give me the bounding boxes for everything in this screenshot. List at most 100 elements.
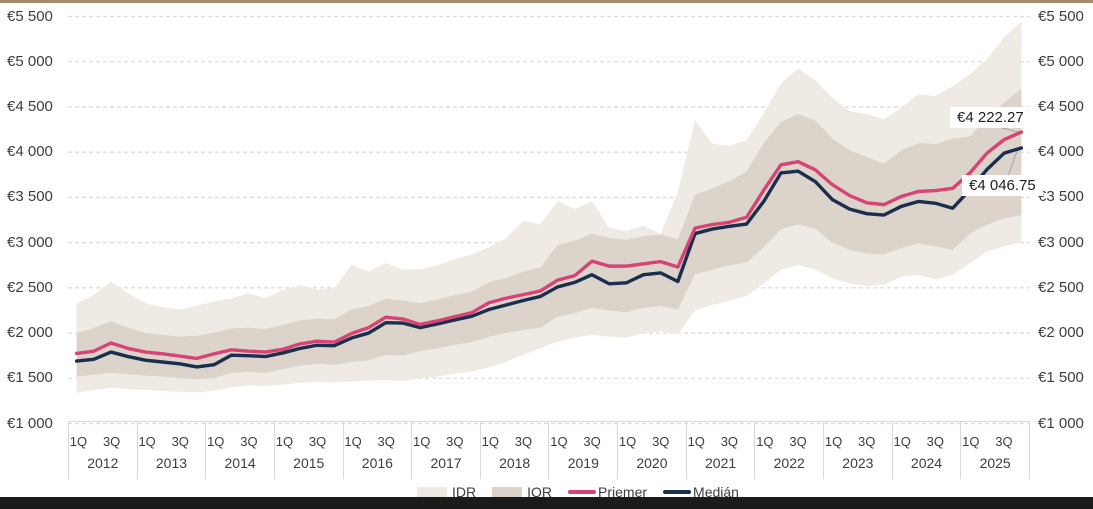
- x-axis-year-cell: 1Q 3Q 2017: [412, 422, 481, 479]
- top-border-line: [0, 0, 1093, 3]
- y-axis-tick-left: €2 000: [7, 324, 53, 342]
- idr-band: [76, 21, 1022, 393]
- data-label-median: €4 046.75: [962, 175, 1043, 196]
- x-axis-quarter-label: 1Q: [962, 434, 980, 449]
- x-axis-year-label: 2017: [430, 455, 462, 471]
- x-axis-year-cell: 1Q 3Q 2013: [138, 422, 207, 479]
- y-axis-tick-left: €4 500: [7, 97, 53, 115]
- x-axis-quarter-label: 1Q: [207, 434, 225, 449]
- x-axis-quarter-label: 3Q: [308, 434, 327, 449]
- x-axis-quarter-label: 3Q: [583, 434, 601, 449]
- x-axis-year-label: 2014: [224, 455, 256, 471]
- legend-label-idr: IDR: [452, 484, 477, 500]
- x-axis-quarter-label: 3Q: [377, 434, 395, 449]
- x-axis-quarter-label: 1Q: [344, 434, 362, 449]
- x-axis-quarter-label: 3Q: [720, 434, 739, 449]
- x-axis-year-cell: 1Q 3Q 2020: [618, 422, 687, 479]
- median-line: [74, 146, 1024, 369]
- x-axis-year-cell: 1Q 3Q 2024: [893, 422, 962, 479]
- chart-legend: IDR IQR Priemer Medián: [417, 484, 755, 500]
- x-axis-year-label: 2019: [567, 455, 599, 471]
- x-axis-year-label: 2021: [705, 455, 737, 471]
- y-axis-tick-right: €3 000: [1038, 233, 1084, 251]
- x-axis-year-label: 2024: [910, 455, 943, 471]
- legend-label-median: Medián: [693, 484, 739, 500]
- x-axis-year-label: 2025: [979, 455, 1011, 471]
- x-axis-year-cell: 1Q 3Q 2012: [68, 422, 138, 479]
- priemer-line: [74, 130, 1024, 361]
- legend-label-iqr: IQR: [527, 484, 553, 500]
- x-axis-year-label: 2013: [155, 455, 188, 471]
- x-axis-quarter-label: 1Q: [413, 434, 431, 449]
- x-axis-quarter-label: 1Q: [275, 434, 294, 449]
- x-axis-quarter-label: 1Q: [550, 434, 568, 449]
- legend-label-priemer: Priemer: [598, 484, 648, 500]
- y-axis-tick-left: €5 000: [7, 52, 53, 70]
- y-axis-tick-left: €3 500: [7, 188, 53, 206]
- x-axis-year-label: 2018: [499, 455, 531, 471]
- y-axis-tick-left: €2 500: [7, 278, 53, 296]
- x-axis-year-cell: 1Q 3Q 2015: [275, 422, 344, 479]
- bottom-bar: [0, 497, 1093, 509]
- x-axis-year-label: 2015: [293, 455, 325, 471]
- y-axis-tick-right: €2 500: [1038, 278, 1084, 296]
- legend-item-median: Medián: [663, 484, 739, 500]
- y-axis-tick-right: €3 500: [1038, 188, 1084, 206]
- x-axis-quarter-label: 1Q: [481, 434, 499, 449]
- x-axis: 1Q 3Q 2012 1Q 3Q 2013 1Q 3Q 2014 1Q 3Q 2015 1Q 3Q 2016…: [68, 421, 1030, 479]
- y-axis-tick-right: €1 500: [1038, 369, 1084, 387]
- x-axis-quarter-label: 1Q: [824, 434, 843, 449]
- legend-item-priemer: Priemer: [568, 484, 647, 500]
- x-axis-quarter-label: 1Q: [893, 434, 911, 449]
- y-axis-tick-left: €5 500: [7, 7, 53, 25]
- x-axis-year-cell: 1Q 3Q 2025: [961, 422, 1030, 479]
- x-axis-year-cell: 1Q 3Q 2022: [755, 422, 825, 479]
- x-axis-quarter-label: 3Q: [240, 434, 258, 449]
- x-axis-year-label: 2023: [842, 455, 874, 471]
- x-axis-year-label: 2022: [773, 455, 805, 471]
- x-axis-quarter-label: 1Q: [687, 434, 705, 449]
- x-axis-quarter-label: 1Q: [756, 434, 774, 449]
- x-axis-quarter-label: 1Q: [618, 434, 637, 449]
- median-line-swatch-icon: [663, 490, 692, 494]
- x-axis-quarter-label: 3Q: [857, 434, 876, 449]
- y-axis-tick-right: €4 000: [1038, 143, 1084, 161]
- iqr-band: [76, 88, 1022, 380]
- x-axis-quarter-label: 3Q: [789, 434, 807, 449]
- iqr-band-swatch-icon: [492, 486, 523, 498]
- x-axis-year-cell: 1Q 3Q 2019: [549, 422, 619, 479]
- y-axis-tick-right: €4 500: [1038, 97, 1084, 115]
- x-axis-quarter-label: 1Q: [138, 434, 156, 449]
- x-axis-quarter-label: 3Q: [171, 434, 189, 449]
- y-axis-tick-left: €1 500: [7, 369, 53, 387]
- y-axis-tick-right: €5 500: [1038, 7, 1084, 25]
- data-label-priemer: €4 222.27: [950, 107, 1031, 128]
- x-axis-year-cell: 1Q 3Q 2016: [344, 422, 413, 479]
- x-axis-quarter-label: 3Q: [995, 434, 1013, 449]
- priemer-line-swatch-icon: [568, 490, 597, 494]
- x-axis-year-cell: 1Q 3Q 2014: [206, 422, 275, 479]
- x-axis-quarter-label: 3Q: [446, 434, 464, 449]
- leader-line-median: [1007, 149, 1018, 177]
- x-axis-year-label: 2012: [87, 455, 119, 471]
- idr-band-swatch-icon: [417, 486, 447, 498]
- x-axis-quarter-label: 3Q: [652, 434, 670, 449]
- legend-item-iqr: IQR: [492, 484, 552, 500]
- x-axis-year-cell: 1Q 3Q 2018: [481, 422, 550, 479]
- y-axis-tick-right: €2 000: [1038, 324, 1084, 342]
- y-axis-tick-left: €4 000: [7, 143, 53, 161]
- x-axis-quarter-label: 1Q: [69, 434, 88, 449]
- y-axis-tick-left: €1 000: [7, 414, 53, 432]
- x-axis-quarter-label: 3Q: [926, 434, 944, 449]
- legend-item-idr: IDR: [417, 484, 476, 500]
- x-axis-year-cell: 1Q 3Q 2021: [687, 422, 756, 479]
- x-axis-year-label: 2020: [636, 455, 668, 471]
- x-axis-year-cell: 1Q 3Q 2023: [824, 422, 893, 479]
- y-axis-tick-right: €5 000: [1038, 52, 1084, 70]
- x-axis-quarter-label: 3Q: [102, 434, 121, 449]
- y-axis-tick-left: €3 000: [7, 233, 53, 251]
- y-axis-tick-right: €1 000: [1038, 414, 1084, 432]
- x-axis-year-label: 2016: [361, 455, 393, 471]
